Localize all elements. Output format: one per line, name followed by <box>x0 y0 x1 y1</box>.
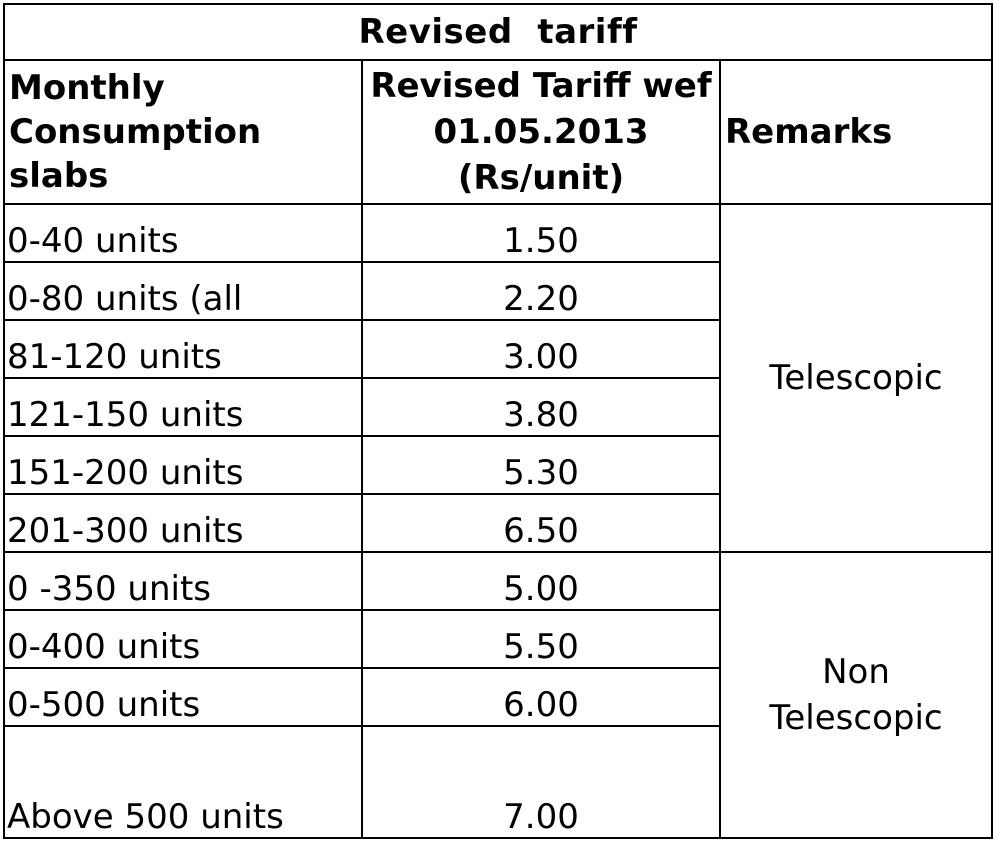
table-row: 121-150 units 3.80 <box>3 377 992 437</box>
header-rate-line3: (Rs/unit) <box>457 158 625 198</box>
header-slab-line1: Monthly <box>9 68 165 108</box>
rate-cell: 2.20 <box>361 261 721 321</box>
remark-non-line2: Telescopic <box>769 698 943 738</box>
rate-cell: 6.50 <box>361 493 721 553</box>
rate-cell: 1.50 <box>361 203 721 263</box>
slab-cell: 121-150 units <box>3 377 363 437</box>
slab-cell: 0-40 units <box>3 203 363 263</box>
remark-non-telescopic: Non Telescopic <box>718 551 994 839</box>
slab-cell: Above 500 units <box>3 725 363 839</box>
title-row: Revised tariff <box>2 3 994 61</box>
slab-cell: 0-400 units <box>3 609 363 669</box>
header-rate-line1: Revised Tariff wef <box>370 66 712 106</box>
slab-cell: 81-120 units <box>3 319 363 379</box>
header-slab-line2: Consumption slabs <box>9 112 262 196</box>
header-consumption-slabs: Monthly Consumption slabs <box>3 59 363 205</box>
slab-cell: 151-200 units <box>3 435 363 495</box>
header-row: Monthly Consumption slabs Revised Tariff … <box>3 59 994 205</box>
table-row: 0-80 units (all 2.20 <box>3 261 992 321</box>
rate-cell: 3.00 <box>361 319 721 379</box>
rate-cell: 5.00 <box>361 551 721 611</box>
slab-cell: 0 -350 units <box>3 551 363 611</box>
rate-cell: 5.50 <box>361 609 721 669</box>
remark-non-line1: Non <box>822 652 890 692</box>
rate-cell: 7.00 <box>361 725 721 839</box>
table-row: 0-400 units 5.50 <box>3 609 992 669</box>
table-row: Above 500 units 7.00 <box>3 725 992 839</box>
rate-cell: 3.80 <box>361 377 721 437</box>
rate-cell: 5.30 <box>361 435 721 495</box>
table-row: 201-300 units 6.50 <box>3 493 992 553</box>
slab-cell: 0-80 units (all <box>3 261 363 321</box>
header-revised-tariff: Revised Tariff wef 01.05.2013 (Rs/unit) <box>361 59 721 205</box>
table-row: 81-120 units 3.00 <box>3 319 992 379</box>
tariff-table: Revised tariff Monthly Consumption slabs … <box>2 3 994 839</box>
table-row: 151-200 units 5.30 <box>3 435 992 495</box>
table-row: 0-500 units 6.00 <box>3 667 992 727</box>
remark-telescopic: Telescopic <box>718 203 994 553</box>
rate-cell: 6.00 <box>361 667 721 727</box>
header-remarks: Remarks <box>718 59 994 205</box>
slab-cell: 201-300 units <box>3 493 363 553</box>
table-title: Revised tariff <box>2 3 994 61</box>
slab-cell: 0-500 units <box>3 667 363 727</box>
header-rate-line2: 01.05.2013 <box>433 112 649 152</box>
table-row: 0 -350 units 5.00 Non Telescopic <box>3 551 994 839</box>
table-row: 0-40 units 1.50 Telescopic <box>3 203 994 553</box>
